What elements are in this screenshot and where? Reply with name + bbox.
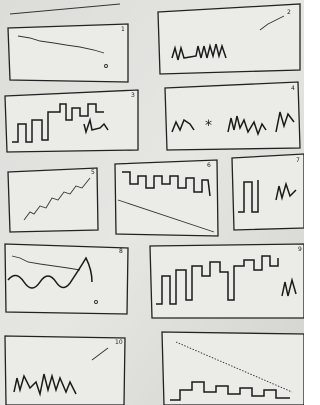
panel-number: 9 [298, 246, 302, 253]
panel: 6 [115, 160, 218, 236]
panel: 1 [8, 24, 128, 82]
panel-number: 7 [296, 157, 300, 164]
panel-number: 1 [121, 26, 125, 33]
panel: 7 [232, 154, 304, 230]
panel: * 4 [165, 82, 300, 150]
panel-number: 2 [287, 9, 291, 16]
star-glyph: * [205, 118, 212, 134]
panel-number: 6 [207, 162, 211, 169]
panel-number: 5 [91, 169, 95, 176]
panel-number: 4 [291, 85, 295, 92]
panel-number: 8 [119, 248, 123, 255]
panel: 3 [5, 90, 138, 152]
panel: 5 [8, 168, 98, 232]
panel-number: 10 [115, 339, 123, 346]
panel: 8 [5, 244, 128, 314]
panel-number: 3 [131, 92, 135, 99]
panel: 2 [158, 4, 300, 74]
panel: 10 [5, 336, 125, 405]
panel: 9 [150, 244, 304, 318]
photo: 1 2 3 * 4 5 6 7 [0, 0, 304, 405]
panel [162, 332, 304, 405]
